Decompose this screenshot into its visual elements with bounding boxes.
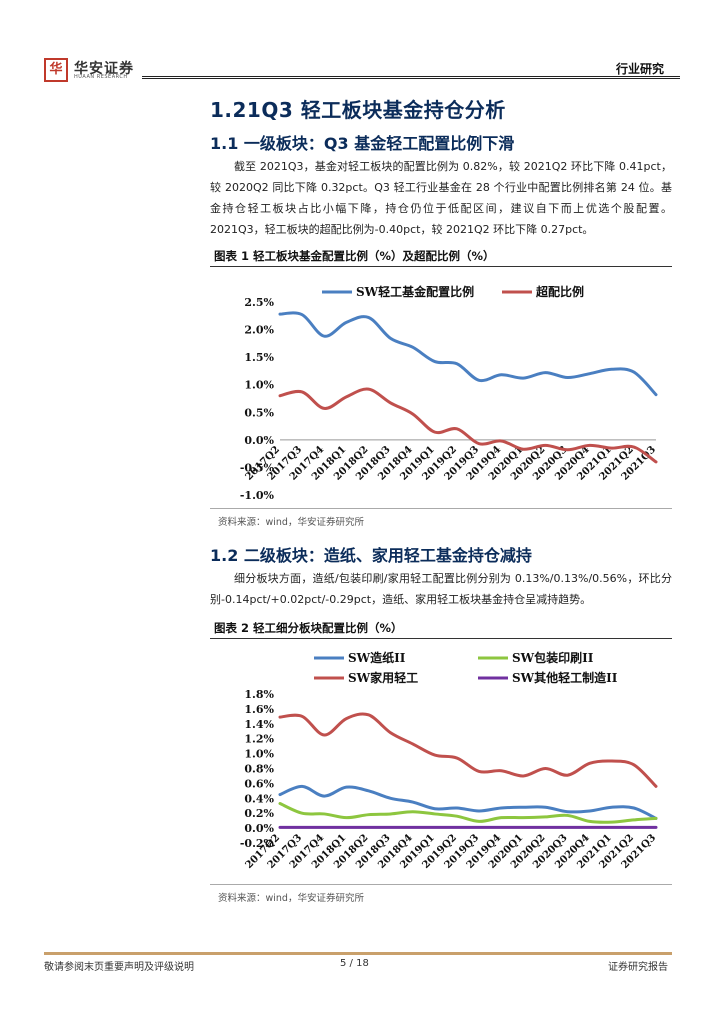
y-tick-label: 1.0% <box>244 748 274 761</box>
footer-disclaimer: 敬请参阅末页重要声明及评级说明 <box>44 962 194 973</box>
y-tick-label: 0.6% <box>244 777 274 790</box>
y-tick-label: -0.5% <box>240 461 275 474</box>
figure-1-source: 资料来源：wind，华安证券研究所 <box>218 517 364 528</box>
section-title: 1.21Q3 轻工板块基金持仓分析 <box>210 98 506 122</box>
logo-mark: 华 <box>44 58 68 82</box>
series-line-0 <box>278 311 658 397</box>
legend-label-1: 超配比例 <box>535 284 584 299</box>
series-line-2 <box>278 712 658 788</box>
y-tick-label: 2.0% <box>244 324 274 337</box>
y-tick-label: 0.0% <box>244 822 274 835</box>
legend-label-2: SW家用轻工 <box>348 670 418 685</box>
figure-1-top-rule <box>210 266 672 267</box>
figure-2-title: 图表 2 轻工细分板块配置比例（%） <box>214 621 403 635</box>
y-tick-label: 1.0% <box>244 379 274 392</box>
y-tick-label: 1.8% <box>244 688 274 701</box>
figure-2-bottom-rule <box>210 884 672 885</box>
legend-label-1: SW包装印刷II <box>512 650 594 665</box>
figure-2-top-rule <box>210 638 672 639</box>
y-tick-label: 0.0% <box>244 434 274 447</box>
series-line-1 <box>278 387 658 464</box>
y-tick-label: 0.8% <box>244 763 274 776</box>
report-category: 行业研究 <box>615 62 664 76</box>
y-tick-label: -0.2% <box>240 837 275 850</box>
figure-1-chart: 2.5%2.0%1.5%1.0%0.5%0.0%-0.5%-1.0%2017Q2… <box>240 284 658 502</box>
subsection-2-paragraph: 细分板块方面，造纸/包装印刷/家用轻工配置比例分别为 0.13%/0.13%/0… <box>210 572 672 606</box>
legend-label-0: SW造纸II <box>348 650 406 665</box>
subsection-1-heading: 1.1 一级板块：Q3 基金轻工配置比例下滑 <box>210 134 515 153</box>
figure-1-title: 图表 1 轻工板块基金配置比例（%）及超配比例（%） <box>214 249 495 263</box>
y-tick-label: -1.0% <box>240 489 275 502</box>
y-tick-label: 1.6% <box>244 703 274 716</box>
logo-subtitle: HUAAN RESEARCH <box>74 74 128 80</box>
y-tick-label: 2.5% <box>244 296 274 309</box>
legend-label-3: SW其他轻工制造II <box>512 670 618 685</box>
company-logo: 华 华安证券 HUAAN RESEARCH <box>44 58 184 84</box>
series-line-1 <box>278 802 658 824</box>
figure-2-chart: 1.8% 1.6% 1.4% 1.2% 1.0% 0.8%0.6% 0.4% 0.2% 0.0%… <box>240 650 658 871</box>
series-line-0 <box>278 784 658 820</box>
footer-rule <box>44 952 672 955</box>
y-tick-label: 1.4% <box>244 718 274 731</box>
header-rule-2 <box>142 78 680 79</box>
header-rule <box>142 76 680 77</box>
figure-1-bottom-rule <box>210 508 672 509</box>
y-tick-label: 1.2% <box>244 733 274 746</box>
page-number: 5 / 18 <box>340 958 369 969</box>
logo-name: 华安证券 <box>74 61 134 77</box>
subsection-2-heading: 1.2 二级板块：造纸、家用轻工基金持仓减持 <box>210 546 532 565</box>
y-tick-label: 0.4% <box>244 792 274 805</box>
subsection-1-paragraph: 截至 2021Q3，基金对轻工板块的配置比例为 0.82%，较 2021Q2 环… <box>210 160 672 236</box>
figure-2-source: 资料来源：wind，华安证券研究所 <box>218 893 364 904</box>
y-tick-label: 0.2% <box>244 807 274 820</box>
y-tick-label: 1.5% <box>244 351 274 364</box>
y-tick-label: 0.5% <box>244 406 274 419</box>
footer-report-type: 证券研究报告 <box>608 962 668 973</box>
legend-label-0: SW轻工基金配置比例 <box>356 284 474 299</box>
